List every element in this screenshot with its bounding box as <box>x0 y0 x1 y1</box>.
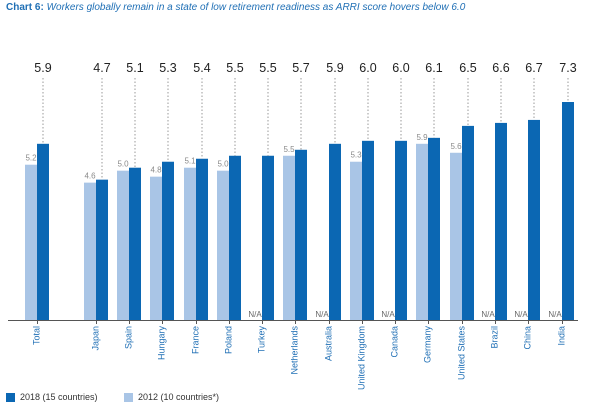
data-label-2018: 6.0 <box>359 61 376 75</box>
bar-2012 <box>117 170 129 320</box>
bar-2012 <box>25 164 37 320</box>
category-label: China <box>522 326 532 350</box>
chart-title: Chart 6: Workers globally remain in a st… <box>6 2 465 13</box>
data-label-2018: 7.3 <box>559 61 576 75</box>
bar-2018 <box>196 158 208 320</box>
bar-2012 <box>350 161 362 320</box>
data-label-2018: 5.5 <box>259 61 276 75</box>
data-label-2018: 6.0 <box>392 61 409 75</box>
category-label: Japan <box>90 326 100 351</box>
bar-2018 <box>329 143 341 320</box>
legend-label-2018: 2018 (15 countries) <box>20 392 98 402</box>
bar-2012 <box>217 170 229 320</box>
bar-2018 <box>495 122 507 320</box>
bar-2018 <box>562 102 574 320</box>
legend-swatch-2012 <box>124 392 133 402</box>
na-label: N/A <box>248 310 262 319</box>
chart-title-text: Workers globally remain in a state of lo… <box>46 2 466 13</box>
bar-2018 <box>129 167 141 320</box>
data-label-2012: 5.9 <box>416 133 428 142</box>
chart-title-lead: Chart 6: <box>6 2 44 13</box>
category-label: United States <box>456 326 466 381</box>
na-label: N/A <box>315 310 329 319</box>
data-label-2018: 6.6 <box>492 61 509 75</box>
category-label: Canada <box>389 326 399 358</box>
legend-label-2012: 2012 (10 countries*) <box>138 392 220 402</box>
na-label: N/A <box>548 310 562 319</box>
category-label: Total <box>31 326 41 345</box>
bar-2018 <box>528 119 540 320</box>
data-label-2018: 5.3 <box>159 61 176 75</box>
bar-2018 <box>262 155 274 320</box>
bar-2018 <box>362 140 374 320</box>
legend-swatch-2018 <box>6 392 15 402</box>
na-label: N/A <box>381 310 395 319</box>
bar-2018 <box>462 125 474 320</box>
bar-2012 <box>150 176 162 320</box>
category-label: France <box>190 326 200 354</box>
data-label-2012: 5.0 <box>117 160 129 169</box>
data-label-2012: 5.1 <box>184 157 196 166</box>
data-label-2012: 5.6 <box>450 142 462 151</box>
data-label-2012: 5.3 <box>350 151 362 160</box>
data-label-2018: 5.7 <box>292 61 309 75</box>
data-label-2018: 4.7 <box>93 61 110 75</box>
data-label-2012: 5.2 <box>25 154 37 163</box>
category-label: Germany <box>422 326 432 364</box>
category-label: Poland <box>223 326 233 354</box>
bar-2018 <box>229 155 241 320</box>
data-label-2018: 6.5 <box>459 61 476 75</box>
data-label-2012: 5.0 <box>217 160 229 169</box>
bar-2018 <box>295 149 307 320</box>
bar-2018 <box>96 179 108 320</box>
category-label: Spain <box>123 326 133 349</box>
bar-2018 <box>395 140 407 320</box>
bar-2012 <box>450 152 462 320</box>
na-label: N/A <box>514 310 528 319</box>
bar-chart: 5.2 5.9 Total 4.6 4.7 Japan 5.0 5.1 Spain 4.8 5.3 H… <box>8 61 578 390</box>
bar-2018 <box>37 143 49 320</box>
data-label-2018: 6.7 <box>525 61 542 75</box>
na-label: N/A <box>481 310 495 319</box>
data-label-2012: 4.6 <box>84 172 96 181</box>
data-label-2018: 5.9 <box>326 61 343 75</box>
category-label: India <box>556 326 566 346</box>
bar-2012 <box>416 143 428 320</box>
data-label-2018: 5.1 <box>126 61 143 75</box>
data-label-2018: 5.9 <box>34 61 51 75</box>
data-label-2012: 5.5 <box>283 145 295 154</box>
data-label-2012: 4.8 <box>150 166 162 175</box>
bar-2018 <box>162 161 174 320</box>
bar-2018 <box>428 137 440 320</box>
data-label-2018: 6.1 <box>425 61 442 75</box>
data-label-2018: 5.5 <box>226 61 243 75</box>
category-label: Australia <box>323 326 333 361</box>
bar-2012 <box>184 167 196 320</box>
data-label-2018: 5.4 <box>193 61 210 75</box>
category-label: Hungary <box>156 326 166 361</box>
bar-2012 <box>283 155 295 320</box>
legend-item-2018: 2018 (15 countries) <box>6 392 98 402</box>
bar-2012 <box>84 182 96 320</box>
category-label: Turkey <box>256 326 266 354</box>
category-label: Netherlands <box>289 326 299 375</box>
category-label: Brazil <box>489 326 499 349</box>
legend-item-2012: 2012 (10 countries*) <box>124 392 219 402</box>
category-label: United Kingdom <box>356 326 366 390</box>
